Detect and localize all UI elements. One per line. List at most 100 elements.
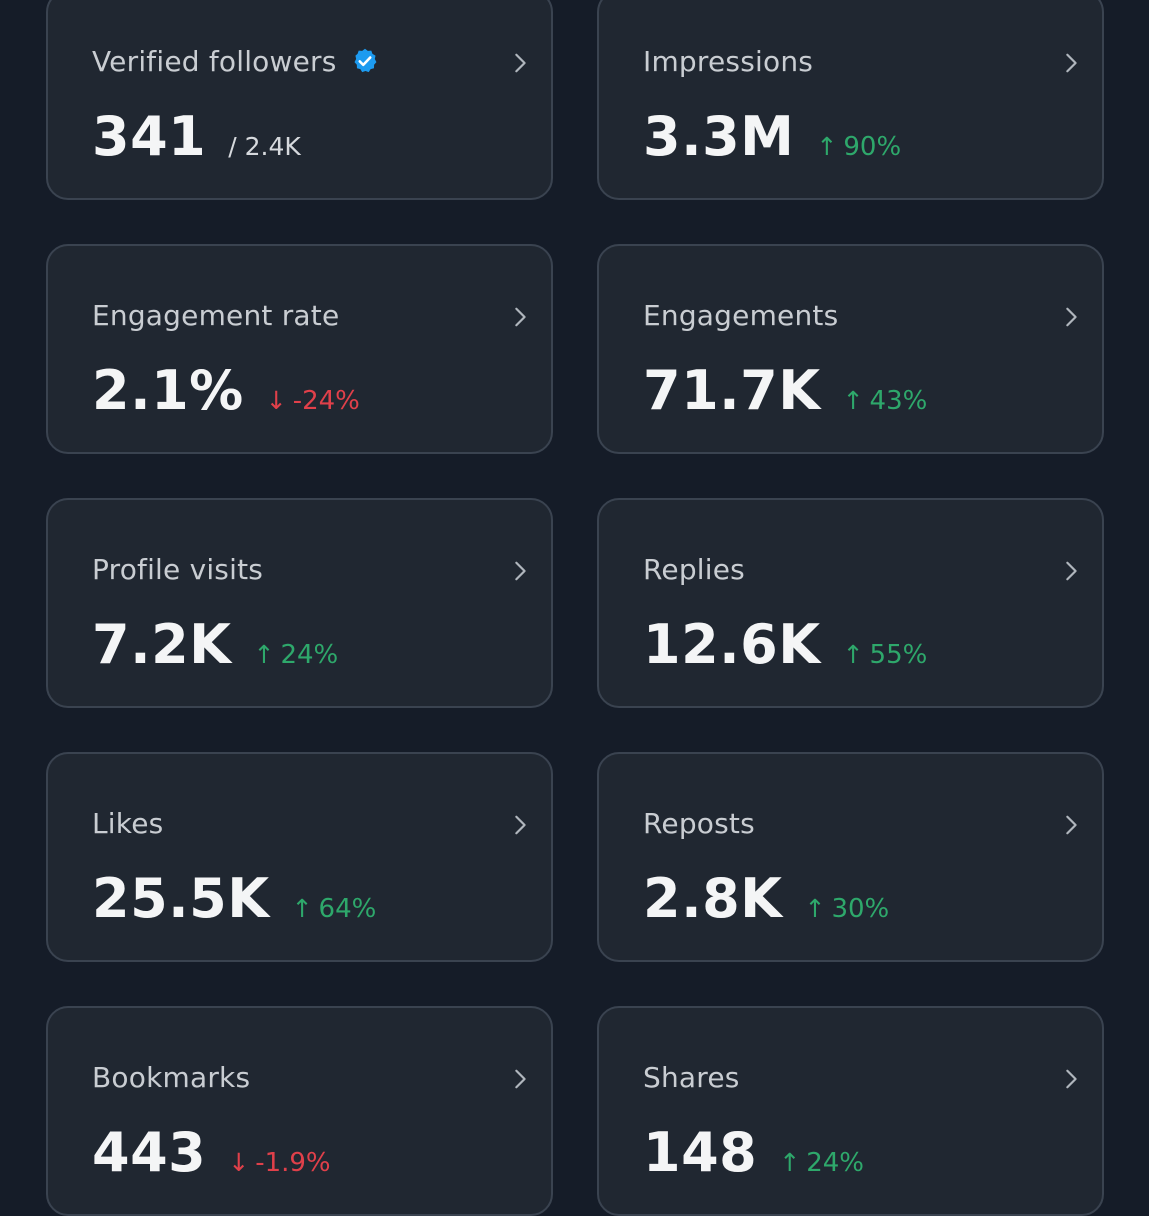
label-row: Engagements xyxy=(643,295,1062,335)
chevron-right-icon xyxy=(1066,561,1077,581)
metric-value: 3.3M xyxy=(643,105,795,168)
metric-card-likes[interactable]: Likes 25.5K ↑ 64% xyxy=(46,752,553,962)
card-content: Verified followers 341 / 2.4K xyxy=(92,41,511,168)
value-row: 341 / 2.4K xyxy=(92,105,511,168)
chevron-right-icon xyxy=(1066,815,1077,835)
arrow-up-icon: ↑ xyxy=(842,640,864,669)
chevron-right-icon xyxy=(515,561,526,581)
metric-label: Reposts xyxy=(643,806,755,840)
metric-card-bookmarks[interactable]: Bookmarks 443 ↓ -1.9% xyxy=(46,1006,553,1216)
chevron-right-icon xyxy=(515,53,526,73)
arrow-down-icon: ↓ xyxy=(265,386,287,415)
change-value: 43% xyxy=(869,386,928,416)
metric-card-replies[interactable]: Replies 12.6K ↑ 55% xyxy=(597,498,1104,708)
value-row: 25.5K ↑ 64% xyxy=(92,867,511,930)
label-row: Shares xyxy=(643,1057,1062,1097)
verified-badge-icon xyxy=(354,48,376,73)
metric-card-engagements[interactable]: Engagements 71.7K ↑ 43% xyxy=(597,244,1104,454)
change-value: 90% xyxy=(843,132,902,162)
metric-value: 71.7K xyxy=(643,359,821,422)
change-value: -24% xyxy=(292,386,360,416)
card-content: Engagement rate 2.1% ↓ -24% xyxy=(92,295,511,423)
metric-change: ↑ 55% xyxy=(843,640,928,670)
value-row: 2.8K ↑ 30% xyxy=(643,867,1062,930)
metric-label: Replies xyxy=(643,552,745,586)
label-row: Impressions xyxy=(643,41,1062,81)
metric-change: ↓ -24% xyxy=(266,386,360,416)
metric-change: ↑ 24% xyxy=(254,640,339,670)
metric-label: Engagements xyxy=(643,298,839,332)
chevron-right-icon xyxy=(515,815,526,835)
arrow-up-icon: ↑ xyxy=(253,640,275,669)
card-content: Impressions 3.3M ↑ 90% xyxy=(643,41,1062,169)
value-row: 148 ↑ 24% xyxy=(643,1121,1062,1184)
metric-value: 2.1% xyxy=(92,359,244,422)
label-row: Profile visits xyxy=(92,549,511,589)
value-row: 7.2K ↑ 24% xyxy=(92,613,511,676)
metric-value: 148 xyxy=(643,1121,758,1184)
metric-card-impressions[interactable]: Impressions 3.3M ↑ 90% xyxy=(597,0,1104,200)
card-content: Likes 25.5K ↑ 64% xyxy=(92,803,511,931)
metric-label: Likes xyxy=(92,806,164,840)
change-value: -1.9% xyxy=(255,1148,331,1178)
label-row: Replies xyxy=(643,549,1062,589)
metric-label: Shares xyxy=(643,1060,740,1094)
value-row: 3.3M ↑ 90% xyxy=(643,105,1062,168)
arrow-up-icon: ↑ xyxy=(842,386,864,415)
metric-label: Impressions xyxy=(643,44,814,78)
metric-label: Bookmarks xyxy=(92,1060,251,1094)
metric-change: ↑ 43% xyxy=(843,386,928,416)
card-content: Shares 148 ↑ 24% xyxy=(643,1057,1062,1185)
label-row: Verified followers xyxy=(92,41,511,81)
arrow-down-icon: ↓ xyxy=(228,1148,250,1177)
change-value: 30% xyxy=(831,894,890,924)
metric-card-reposts[interactable]: Reposts 2.8K ↑ 30% xyxy=(597,752,1104,962)
arrow-up-icon: ↑ xyxy=(804,894,826,923)
value-row: 443 ↓ -1.9% xyxy=(92,1121,511,1184)
arrow-up-icon: ↑ xyxy=(291,894,313,923)
metric-change: ↑ 24% xyxy=(779,1148,864,1178)
metric-card-verified-followers[interactable]: Verified followers 341 / 2.4K xyxy=(46,0,553,200)
metric-card-shares[interactable]: Shares 148 ↑ 24% xyxy=(597,1006,1104,1216)
metric-value: 443 xyxy=(92,1121,207,1184)
metric-change: ↓ -1.9% xyxy=(228,1148,330,1178)
metric-value: 25.5K xyxy=(92,867,270,930)
card-content: Engagements 71.7K ↑ 43% xyxy=(643,295,1062,423)
chevron-right-icon xyxy=(1066,307,1077,327)
label-row: Engagement rate xyxy=(92,295,511,335)
metric-label: Profile visits xyxy=(92,552,264,586)
card-content: Bookmarks 443 ↓ -1.9% xyxy=(92,1057,511,1185)
card-content: Replies 12.6K ↑ 55% xyxy=(643,549,1062,677)
metric-card-engagement-rate[interactable]: Engagement rate 2.1% ↓ -24% xyxy=(46,244,553,454)
change-value: 55% xyxy=(869,640,928,670)
metric-value: 12.6K xyxy=(643,613,821,676)
metric-value: 341 xyxy=(92,105,207,168)
metric-change: ↑ 90% xyxy=(816,132,901,162)
chevron-right-icon xyxy=(515,1069,526,1089)
metric-label: Engagement rate xyxy=(92,298,340,332)
metric-value: 2.8K xyxy=(643,867,783,930)
label-row: Bookmarks xyxy=(92,1057,511,1097)
card-content: Profile visits 7.2K ↑ 24% xyxy=(92,549,511,677)
change-value: 24% xyxy=(806,1148,864,1178)
metrics-grid: Verified followers 341 / 2.4K Impression… xyxy=(46,0,1104,1216)
value-row: 2.1% ↓ -24% xyxy=(92,359,511,422)
metric-label: Verified followers xyxy=(92,44,337,78)
metric-card-profile-visits[interactable]: Profile visits 7.2K ↑ 24% xyxy=(46,498,553,708)
arrow-up-icon: ↑ xyxy=(779,1148,801,1177)
chevron-right-icon xyxy=(1066,1069,1077,1089)
metric-change: ↑ 30% xyxy=(805,894,890,924)
change-value: 64% xyxy=(318,894,377,924)
card-content: Reposts 2.8K ↑ 30% xyxy=(643,803,1062,931)
value-row: 71.7K ↑ 43% xyxy=(643,359,1062,422)
label-row: Likes xyxy=(92,803,511,843)
change-value: 24% xyxy=(280,640,339,670)
metric-total: / 2.4K xyxy=(228,132,301,161)
chevron-right-icon xyxy=(1066,53,1077,73)
label-row: Reposts xyxy=(643,803,1062,843)
value-row: 12.6K ↑ 55% xyxy=(643,613,1062,676)
metric-change: ↑ 64% xyxy=(292,894,377,924)
chevron-right-icon xyxy=(515,307,526,327)
metric-value: 7.2K xyxy=(92,613,232,676)
arrow-up-icon: ↑ xyxy=(816,132,838,161)
